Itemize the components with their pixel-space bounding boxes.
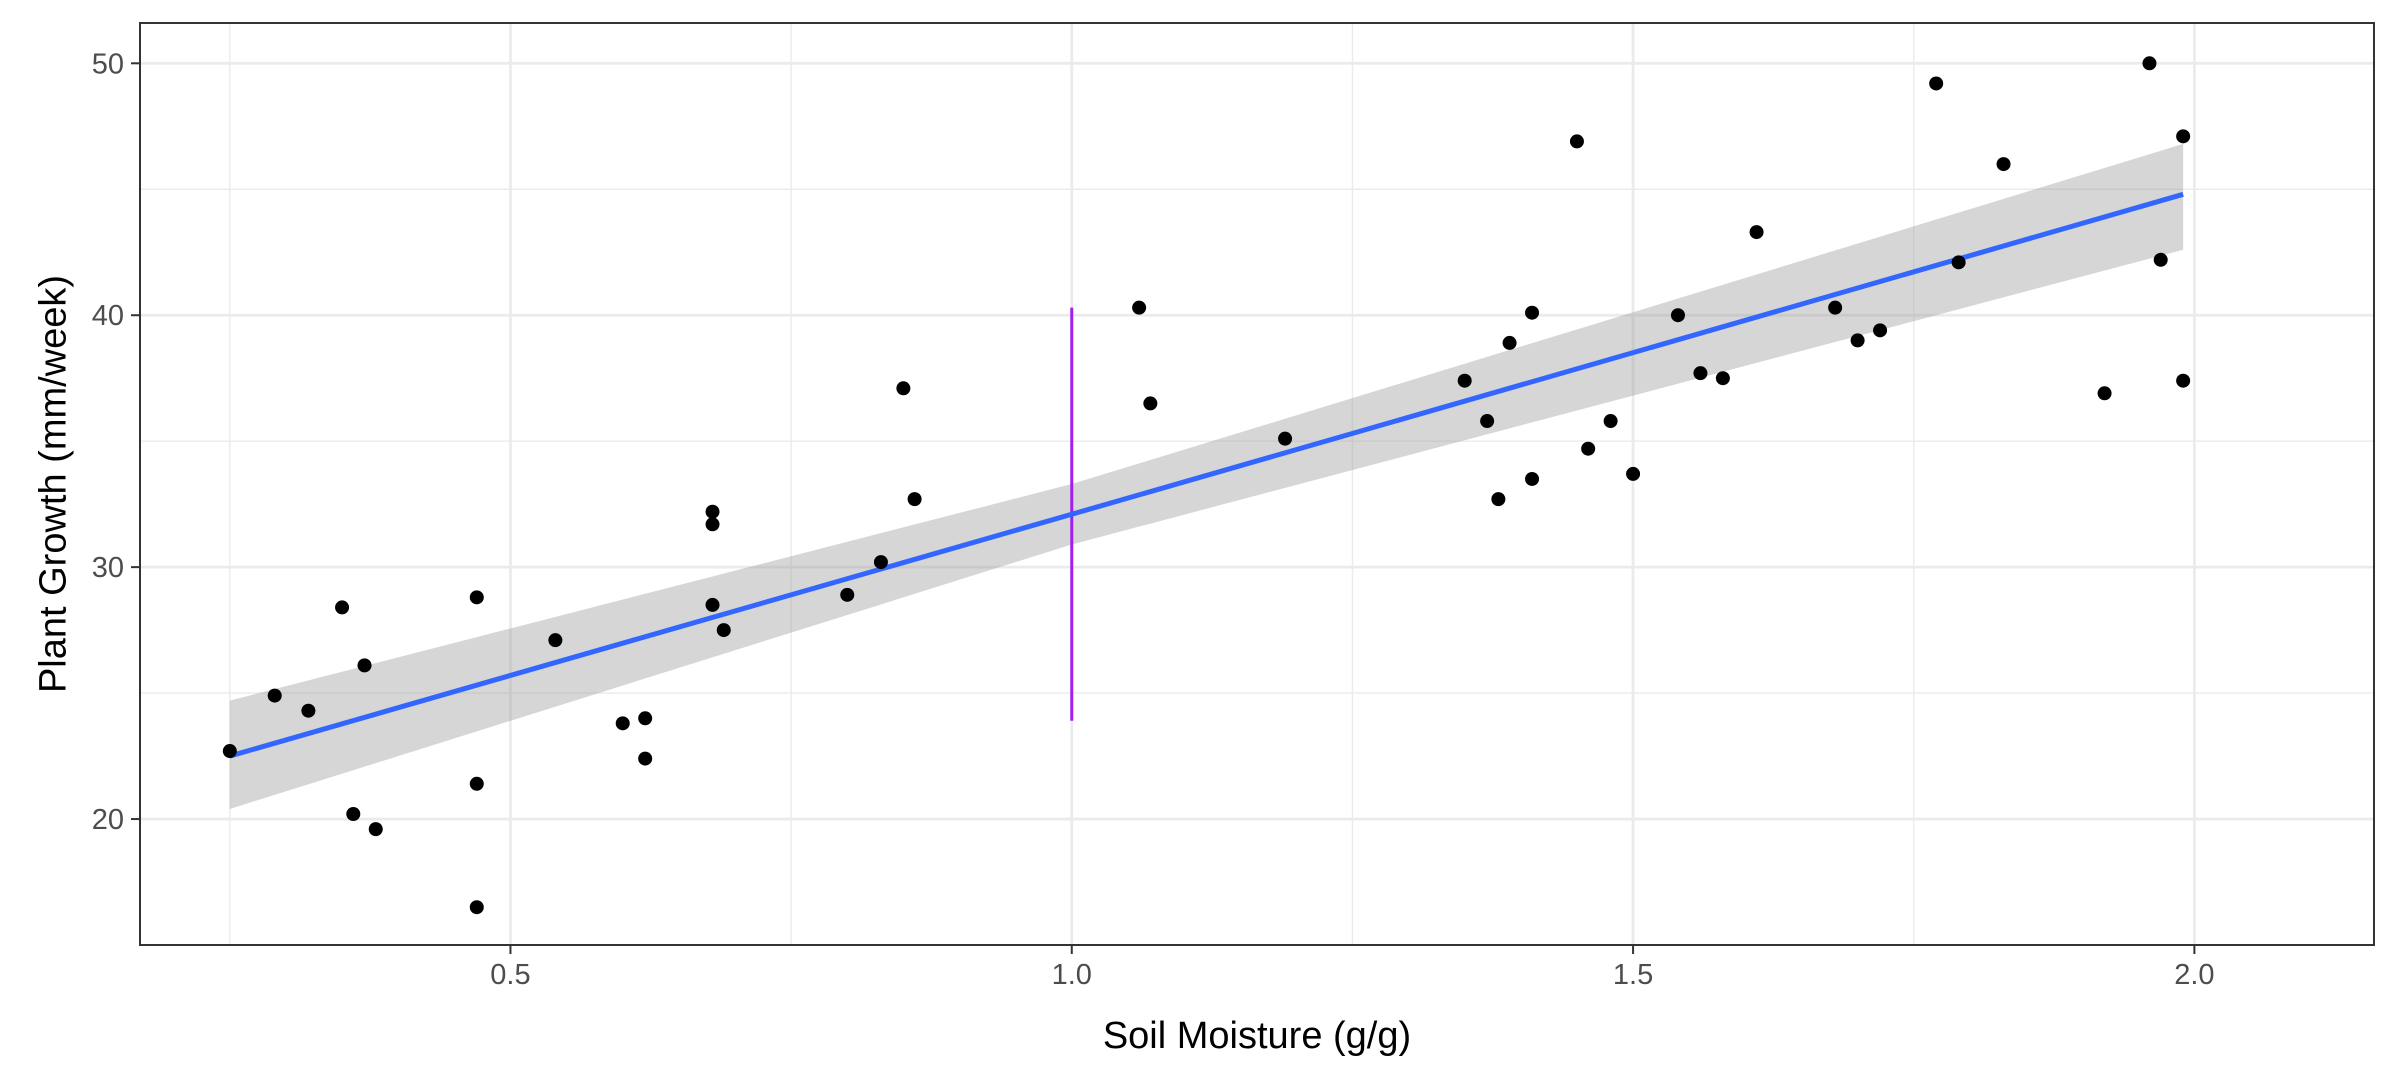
x-tick-label: 0.5 <box>490 959 530 991</box>
data-point <box>346 807 361 822</box>
data-point <box>1951 255 1966 270</box>
data-point <box>705 517 720 532</box>
fit-line-layer <box>229 191 2184 759</box>
data-point <box>1850 333 1865 348</box>
x-axis-title: Soil Moisture (g/g) <box>1103 1015 1411 1057</box>
data-point <box>840 587 855 602</box>
data-point <box>1457 373 1472 388</box>
data-point <box>2153 252 2168 267</box>
data-point <box>1749 225 1764 240</box>
data-point <box>1929 76 1944 91</box>
data-point <box>222 744 237 759</box>
data-point <box>638 751 653 766</box>
data-point <box>1569 134 1584 149</box>
panel-border <box>139 22 2375 946</box>
data-point <box>1715 371 1730 386</box>
data-point <box>2142 56 2157 71</box>
data-point <box>716 623 731 638</box>
data-point <box>1603 414 1618 429</box>
data-point <box>335 600 350 615</box>
data-point <box>469 590 484 605</box>
data-point <box>1873 323 1888 338</box>
x-tick-label: 1.5 <box>1613 959 1653 991</box>
data-point <box>1996 157 2011 172</box>
y-tick-label: 50 <box>92 48 124 80</box>
data-point <box>896 381 911 396</box>
data-point <box>1525 471 1540 486</box>
data-point <box>267 688 282 703</box>
grid <box>140 23 2374 946</box>
x-tick-label: 1.0 <box>1052 959 1092 991</box>
data-point <box>1828 300 1843 315</box>
data-point <box>705 504 720 519</box>
fit-line <box>229 191 2184 759</box>
y-tick-label: 40 <box>92 300 124 332</box>
data-point <box>1278 431 1293 446</box>
data-point <box>301 703 316 718</box>
data-point <box>1525 305 1540 320</box>
y-axis-title: Plant Growth (mm/week) <box>32 275 74 693</box>
data-point <box>2176 373 2191 388</box>
data-point <box>705 597 720 612</box>
data-point <box>1480 414 1495 429</box>
data-point <box>548 633 563 648</box>
data-point <box>469 900 484 915</box>
data-point <box>907 492 922 507</box>
y-tick-label: 30 <box>92 552 124 584</box>
y-tick-label: 20 <box>92 804 124 836</box>
data-point <box>469 776 484 791</box>
data-point <box>1670 308 1685 323</box>
data-point <box>368 822 383 837</box>
axis-ticks: 0.5 1.0 1.5 2.0 20 30 40 50 <box>92 48 2215 991</box>
data-point <box>638 711 653 726</box>
data-point <box>873 555 888 570</box>
data-point <box>357 658 372 673</box>
data-point <box>1491 492 1506 507</box>
data-point <box>615 716 630 731</box>
x-tick-label: 2.0 <box>2174 959 2214 991</box>
data-point <box>2097 386 2112 401</box>
data-point <box>1626 466 1641 481</box>
data-point <box>1143 396 1158 411</box>
data-point <box>1693 366 1708 381</box>
data-point <box>2176 129 2191 144</box>
data-point <box>1581 441 1596 456</box>
data-point <box>1132 300 1147 315</box>
points-layer <box>222 56 2191 915</box>
data-point <box>1502 335 1517 350</box>
